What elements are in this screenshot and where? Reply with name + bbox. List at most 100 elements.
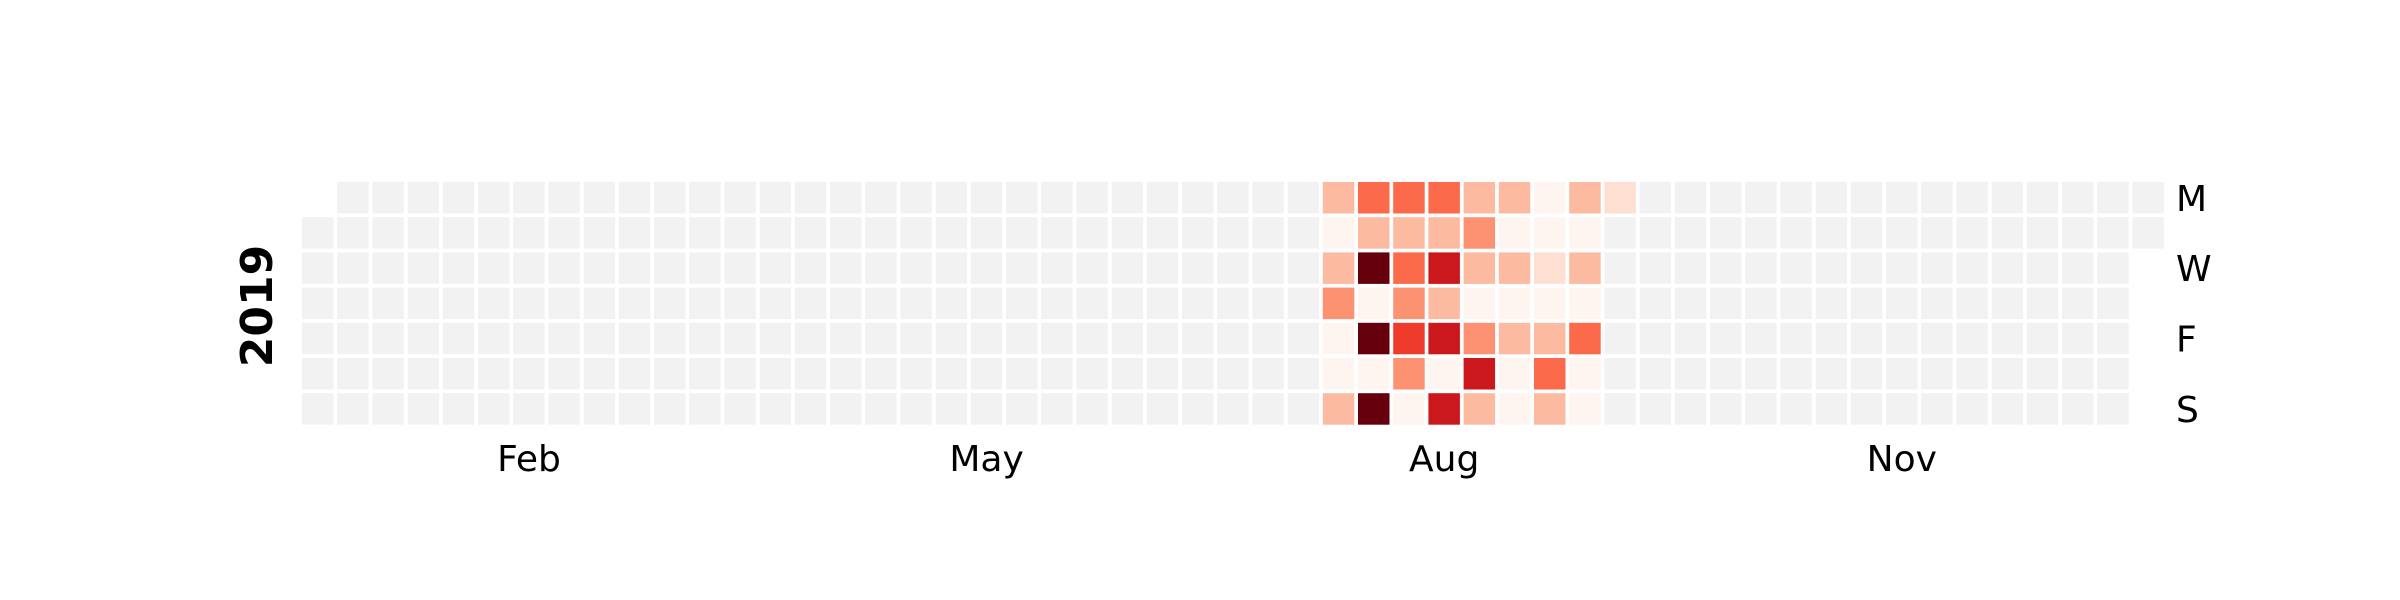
heatmap-cell	[442, 393, 475, 425]
heatmap-cell	[1569, 358, 1601, 390]
heatmap-cell	[1674, 358, 1707, 390]
heatmap-cell	[1604, 322, 1636, 355]
heatmap-cell	[1921, 182, 1953, 214]
heatmap-cell	[442, 252, 475, 284]
heatmap-cell	[1991, 393, 2024, 425]
heatmap-cell	[548, 182, 580, 214]
heatmap-cell	[1498, 358, 1531, 390]
heatmap-cell	[1076, 358, 1108, 390]
heatmap-cell	[1006, 322, 1038, 355]
heatmap-cell	[618, 287, 651, 320]
heatmap-cell	[337, 287, 369, 320]
heatmap-cell	[372, 322, 404, 355]
heatmap-cell	[935, 182, 968, 214]
heatmap-cell	[1322, 287, 1355, 320]
heatmap-cell	[1886, 358, 1918, 390]
heatmap-cell	[1674, 182, 1707, 214]
heatmap-cell	[1534, 393, 1566, 425]
heatmap-cell	[2062, 322, 2094, 355]
heatmap-cell	[794, 287, 827, 320]
heatmap-cell	[407, 393, 440, 425]
heatmap-cell	[1146, 393, 1179, 425]
heatmap-cell	[794, 182, 827, 214]
heatmap-cell	[2097, 217, 2129, 249]
heatmap-cell	[548, 287, 580, 320]
heatmap-cell	[1287, 358, 1320, 390]
heatmap-cell	[1850, 358, 1883, 390]
month-labels: Feb May Aug Nov	[497, 439, 1937, 480]
heatmap-cell	[1710, 217, 1742, 249]
heatmap-cell	[935, 393, 968, 425]
heatmap-cell	[1604, 252, 1636, 284]
heatmap-cell	[2062, 358, 2094, 390]
heatmap-cell	[2026, 182, 2059, 214]
month-label: Nov	[1867, 439, 1937, 480]
heatmap-cell	[372, 217, 404, 249]
heatmap-cell	[900, 358, 932, 390]
heatmap-cell	[1815, 393, 1848, 425]
heatmap-cell	[794, 322, 827, 355]
heatmap-cell	[689, 393, 721, 425]
heatmap-cell	[1146, 287, 1179, 320]
heatmap-cell	[1991, 182, 2024, 214]
heatmap-cell	[1041, 182, 1073, 214]
heatmap-cell	[442, 217, 475, 249]
heatmap-cell	[1463, 252, 1496, 284]
heatmap-cell	[1886, 322, 1918, 355]
heatmap-cell	[1710, 322, 1742, 355]
heatmap-cell	[583, 322, 616, 355]
heatmap-cell	[1604, 182, 1636, 214]
weekday-label: F	[2176, 320, 2197, 361]
heatmap-cell	[2097, 322, 2129, 355]
heatmap-cell	[654, 287, 686, 320]
heatmap-cell	[1217, 393, 1249, 425]
heatmap-cell	[1358, 287, 1390, 320]
heatmap-cell	[1111, 393, 1144, 425]
heatmap-cell	[1956, 322, 1988, 355]
heatmap-cell	[865, 252, 897, 284]
heatmap-cell	[372, 393, 404, 425]
heatmap-cell	[513, 252, 545, 284]
heatmap-cell	[1217, 182, 1249, 214]
heatmap-cell	[1217, 287, 1249, 320]
heatmap-cell	[442, 182, 475, 214]
heatmap-cell	[583, 217, 616, 249]
heatmap-cell	[1252, 358, 1284, 390]
heatmap-cell	[654, 217, 686, 249]
heatmap-cell	[1498, 287, 1531, 320]
heatmap-cell	[1287, 252, 1320, 284]
heatmap-cell	[2097, 358, 2129, 390]
heatmap-cell	[1815, 358, 1848, 390]
heatmap-cell	[1991, 217, 2024, 249]
heatmap-cell	[1815, 217, 1848, 249]
heatmap-cell	[1076, 287, 1108, 320]
heatmap-cell	[1569, 287, 1601, 320]
heatmap-cell	[1182, 322, 1214, 355]
heatmap-cell	[1428, 217, 1460, 249]
heatmap-cell	[1534, 217, 1566, 249]
heatmap-cell	[1534, 358, 1566, 390]
heatmap-cell	[1252, 252, 1284, 284]
heatmap-cell	[1956, 287, 1988, 320]
heatmap-cell	[1428, 358, 1460, 390]
heatmap-cell	[1710, 393, 1742, 425]
year-label: 2019	[232, 245, 283, 367]
heatmap-cell	[759, 393, 792, 425]
heatmap-cell	[689, 182, 721, 214]
heatmap-cell	[1921, 393, 1953, 425]
heatmap-cell	[1252, 393, 1284, 425]
heatmap-cell	[1428, 322, 1460, 355]
heatmap-cell	[548, 393, 580, 425]
heatmap-cell	[1006, 393, 1038, 425]
heatmap-cell	[407, 182, 440, 214]
heatmap-cell	[513, 393, 545, 425]
heatmap-cell	[337, 217, 369, 249]
heatmap-cell	[689, 358, 721, 390]
heatmap-cell	[302, 252, 334, 284]
heatmap-cell	[1146, 322, 1179, 355]
heatmap-cell	[1393, 252, 1425, 284]
heatmap-cell	[970, 393, 1003, 425]
heatmap-cell	[1428, 393, 1460, 425]
heatmap-cell	[1358, 217, 1390, 249]
heatmap-cell	[935, 252, 968, 284]
